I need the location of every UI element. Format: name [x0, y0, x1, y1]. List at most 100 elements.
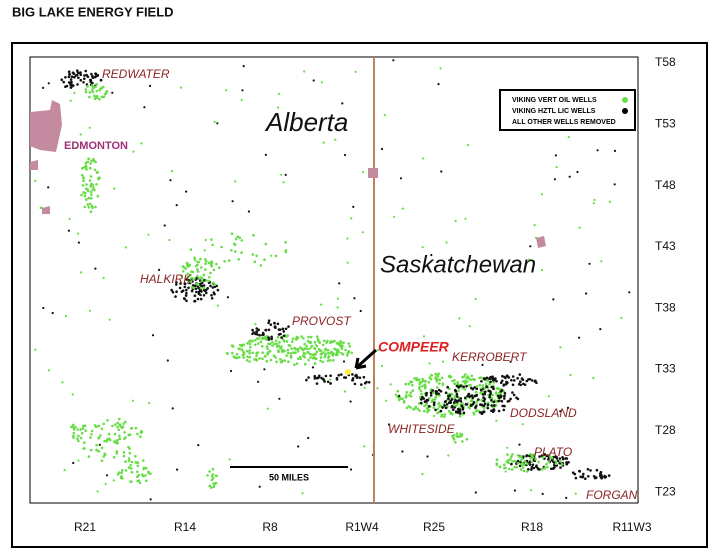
- well: [237, 356, 241, 359]
- well: [311, 366, 315, 369]
- well: [529, 245, 532, 248]
- well: [116, 421, 119, 425]
- well: [210, 294, 213, 297]
- legend-item: VIKING HZTL LIC WELLS: [512, 108, 596, 115]
- well: [205, 259, 208, 263]
- well: [74, 146, 77, 149]
- well: [261, 345, 264, 348]
- well: [456, 381, 459, 384]
- well: [552, 298, 555, 301]
- well: [504, 382, 508, 386]
- well: [500, 399, 504, 403]
- well: [89, 448, 93, 452]
- township-label: T38: [655, 300, 676, 314]
- well: [216, 288, 220, 292]
- well: [344, 348, 347, 352]
- well: [419, 401, 423, 405]
- well: [105, 90, 109, 93]
- well: [503, 394, 506, 398]
- well: [248, 342, 252, 346]
- well: [553, 466, 556, 469]
- well: [413, 407, 417, 410]
- well: [113, 187, 116, 190]
- well: [475, 387, 479, 391]
- well: [419, 389, 423, 393]
- well: [355, 376, 359, 379]
- well: [320, 352, 323, 356]
- well: [283, 340, 286, 343]
- well: [47, 186, 50, 189]
- well: [422, 397, 426, 400]
- well: [526, 470, 529, 473]
- well: [444, 400, 448, 403]
- range-label: R1W4: [345, 520, 379, 534]
- well: [432, 401, 436, 405]
- well: [300, 335, 303, 338]
- well: [89, 162, 92, 165]
- well: [300, 347, 304, 351]
- well: [436, 407, 440, 411]
- well: [334, 353, 338, 357]
- well: [438, 405, 441, 408]
- well: [89, 183, 93, 187]
- well: [443, 404, 446, 407]
- well: [533, 224, 536, 227]
- well: [94, 205, 97, 209]
- well: [438, 378, 442, 382]
- well: [223, 260, 226, 263]
- well: [200, 290, 203, 293]
- well: [234, 180, 237, 183]
- well: [280, 345, 283, 349]
- well: [64, 315, 67, 318]
- well: [103, 93, 107, 96]
- well: [428, 396, 431, 400]
- well: [95, 83, 98, 86]
- well: [118, 417, 121, 421]
- well: [470, 386, 473, 390]
- well: [346, 351, 350, 355]
- township-label: T28: [655, 423, 676, 437]
- well: [67, 229, 70, 232]
- well: [335, 348, 339, 352]
- well: [353, 382, 357, 386]
- well: [274, 254, 278, 258]
- well: [434, 395, 438, 399]
- well: [303, 342, 307, 346]
- well: [462, 375, 466, 378]
- well: [220, 245, 223, 249]
- well: [404, 382, 408, 386]
- well: [249, 345, 252, 349]
- well: [117, 428, 120, 432]
- well: [270, 337, 273, 341]
- well: [341, 102, 344, 105]
- well: [428, 362, 431, 365]
- well: [270, 254, 273, 257]
- well: [91, 90, 95, 94]
- well: [312, 79, 315, 82]
- well: [100, 459, 104, 463]
- well: [397, 398, 401, 402]
- well: [458, 414, 462, 418]
- well: [266, 352, 269, 356]
- well: [128, 447, 131, 450]
- well: [530, 468, 533, 471]
- well: [556, 459, 560, 463]
- well: [521, 423, 524, 426]
- well: [554, 455, 557, 459]
- well: [495, 400, 498, 403]
- well: [82, 447, 85, 450]
- well: [178, 286, 182, 290]
- well: [475, 393, 479, 397]
- well: [449, 375, 453, 379]
- well: [82, 81, 85, 84]
- well: [323, 355, 327, 359]
- well: [105, 474, 109, 477]
- well: [567, 136, 570, 139]
- well: [263, 368, 266, 371]
- township-label: T53: [655, 116, 676, 130]
- well: [531, 463, 535, 467]
- well: [88, 179, 92, 182]
- well: [547, 395, 550, 398]
- well: [503, 404, 506, 408]
- well: [503, 463, 506, 467]
